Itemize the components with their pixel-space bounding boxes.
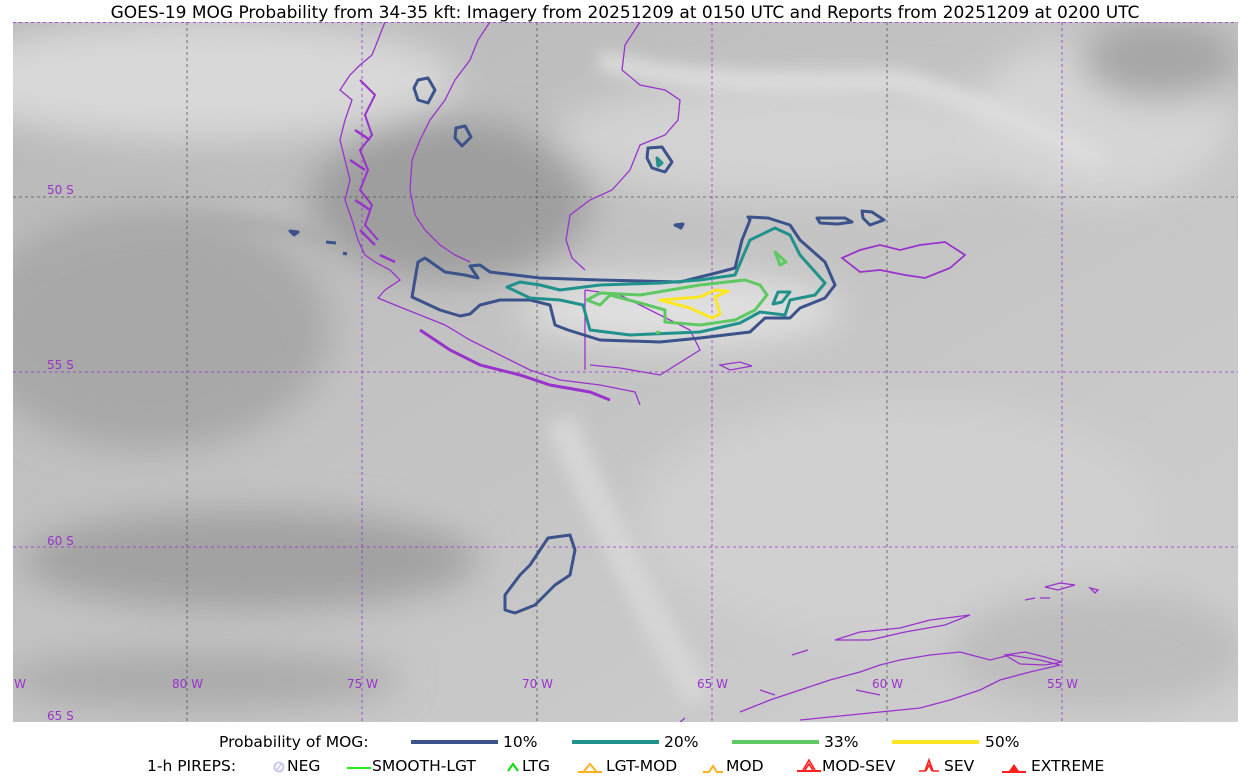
filled-triangle-icon (1002, 764, 1026, 773)
swatch-50 (892, 740, 979, 744)
lat-label: 50 S (47, 183, 74, 197)
legend-label: MOD-SEV (822, 757, 896, 775)
lon-label: 80 W (172, 677, 203, 691)
legend-label: MOD (726, 757, 764, 775)
lat-label: 60 S (47, 534, 74, 548)
lat-label: 65 S (47, 709, 74, 722)
contour-10-south (503, 533, 577, 615)
contour-10-small-7 (288, 229, 348, 256)
line-icon (347, 767, 371, 769)
lon-label: 60 W (872, 677, 903, 691)
contour-33-main (585, 278, 769, 327)
pirep-legend: 1-h PIREPS: NEG SMOOTH-LGT LTG LGT-MOD M… (0, 757, 1250, 777)
legend-title: 1-h PIREPS: (147, 757, 237, 775)
double-caret-bar-icon (797, 758, 821, 772)
lon-label: 65 W (697, 677, 728, 691)
lon-label: 85 W (13, 677, 26, 691)
legend-label: LGT-MOD (606, 757, 678, 775)
legend-label: 10% (503, 733, 538, 751)
probability-legend: Probability of MOG: 10% 20% 33% 50% (0, 733, 1250, 753)
chart-title: GOES-19 MOG Probability from 34-35 kft: … (110, 3, 1140, 23)
satellite-map: 50 S 55 S 60 S 65 S 85 W 80 W 75 W 70 W … (13, 22, 1238, 722)
swatch-33 (732, 740, 819, 744)
contour-10-small-3 (645, 145, 674, 174)
double-caret-icon (919, 757, 939, 772)
caret-icon (703, 764, 723, 773)
lon-label: 55 W (1047, 677, 1078, 691)
caret-bar-icon (578, 762, 602, 773)
contour-10-small-6 (860, 209, 886, 227)
swatch-20 (572, 740, 659, 744)
contour-10-main (410, 215, 837, 344)
legend-label: SEV (944, 757, 975, 775)
contour-20-small (655, 156, 664, 168)
legend-label: LTG (522, 757, 550, 775)
legend-label: EXTREME (1031, 757, 1105, 775)
contour-20-hook (771, 290, 792, 306)
coastlines (339, 22, 1100, 722)
lon-label: 70 W (522, 677, 553, 691)
contour-10-small-5 (815, 216, 854, 226)
grid-labels: 50 S 55 S 60 S 65 S 85 W 80 W 75 W 70 W … (13, 183, 1078, 722)
contour-50-main (658, 288, 730, 320)
contour-33-small (655, 250, 788, 335)
legend-label: 33% (824, 733, 859, 751)
contour-10-small-2 (453, 124, 473, 148)
legend-label: SMOOTH-LGT (372, 757, 476, 775)
lon-label: 75 W (347, 677, 378, 691)
caret-icon (507, 762, 519, 772)
contour-10-small-1 (412, 76, 437, 105)
contour-10-small-4 (673, 222, 685, 230)
neg-circle-icon (273, 761, 285, 773)
lat-label: 55 S (47, 358, 74, 372)
grid-lines (13, 22, 1238, 722)
legend-label: NEG (287, 757, 321, 775)
mog-contours (288, 76, 886, 615)
contour-20-main (505, 226, 827, 337)
legend-title: Probability of MOG: (219, 733, 369, 751)
legend-label: 50% (985, 733, 1020, 751)
swatch-10 (411, 740, 498, 744)
legend-label: 20% (664, 733, 699, 751)
cloud-imagery (13, 22, 1238, 710)
